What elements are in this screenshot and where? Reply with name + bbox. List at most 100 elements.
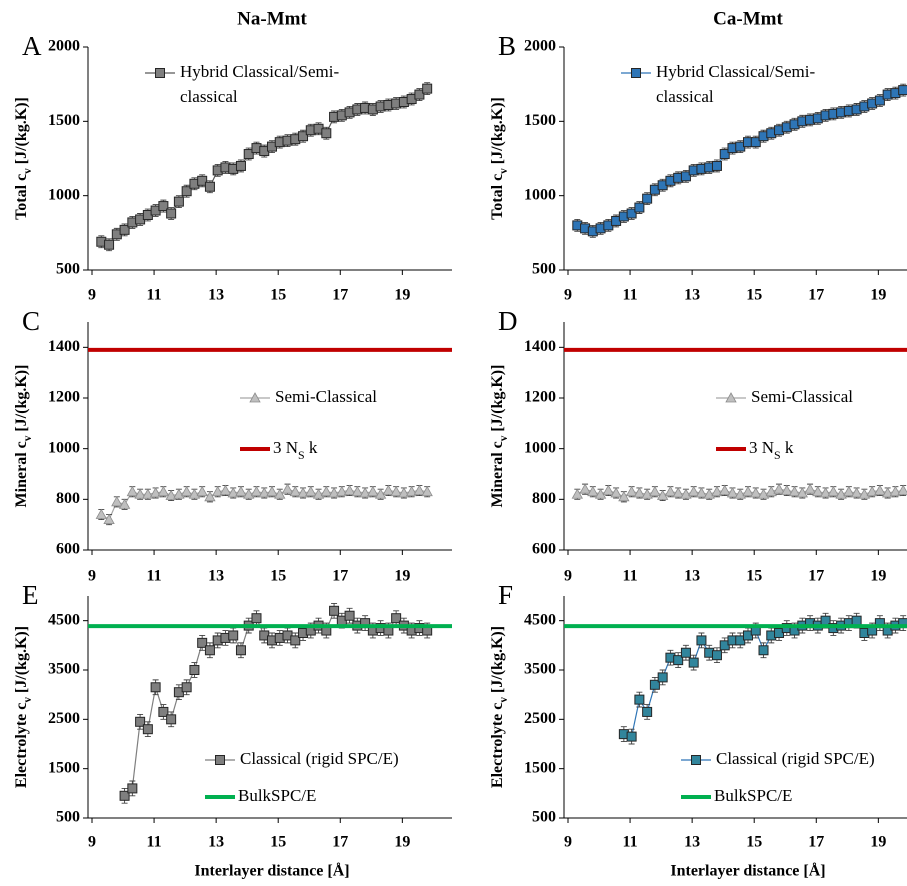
data-point — [305, 485, 317, 497]
data-point — [149, 487, 162, 498]
data-point — [742, 485, 754, 497]
x-tick-label: 11 — [147, 287, 162, 304]
data-point — [158, 201, 169, 212]
data-point — [119, 790, 130, 801]
y-axis-label-part: [J/(kg.K)] — [13, 626, 30, 697]
data-point — [351, 485, 364, 497]
data-point — [680, 647, 691, 658]
data-point — [634, 202, 645, 213]
panel-label: C — [22, 306, 40, 336]
x-tick-label: 11 — [623, 568, 638, 585]
data-point — [781, 484, 793, 495]
data-point — [656, 489, 669, 500]
x-tick-label: 19 — [870, 568, 886, 585]
x-axis-label: Interlayer distance [Å] — [194, 862, 349, 880]
y-axis-label-part: [J/(kg.K)] — [489, 97, 506, 168]
legend-marker — [215, 755, 225, 765]
data-point — [212, 485, 224, 497]
data-point — [610, 487, 622, 498]
data-point — [95, 508, 107, 519]
x-tick-label: 13 — [684, 834, 700, 851]
y-tick-label: 1500 — [48, 759, 80, 776]
data-point — [642, 706, 653, 717]
data-point — [374, 488, 387, 499]
panel-label: B — [498, 31, 516, 61]
panel-label: E — [22, 580, 39, 610]
data-point — [228, 630, 239, 641]
data-point — [297, 487, 309, 498]
data-point — [219, 484, 232, 495]
data-point — [290, 635, 301, 646]
y-axis-label-part: Mineral c — [13, 441, 30, 507]
y-axis-label: Electrolyte cv [J/(kg.K)] — [489, 626, 510, 788]
data-point — [173, 196, 184, 207]
legend-marker — [631, 68, 641, 78]
data-point — [390, 485, 402, 497]
legend-label: Classical (rigid SPC/E) — [716, 749, 875, 768]
data-point — [626, 208, 637, 219]
x-tick-label: 15 — [270, 568, 286, 585]
data-point — [250, 485, 263, 497]
data-point — [111, 496, 123, 507]
x-tick-label: 19 — [394, 287, 410, 304]
legend-label-part: S — [298, 448, 305, 462]
data-point — [680, 171, 691, 182]
data-point — [726, 487, 739, 498]
legend-label: BulkSPC/E — [714, 786, 792, 805]
data-point — [696, 635, 707, 646]
data-point — [235, 485, 247, 497]
x-tick-label: 15 — [746, 287, 762, 304]
panel-label: D — [498, 306, 518, 336]
data-point — [104, 239, 115, 250]
data-point — [672, 487, 684, 498]
y-axis-label: Mineral cv [J/(kg.K)] — [489, 365, 510, 508]
legend-marker — [249, 392, 261, 403]
data-point — [165, 489, 177, 500]
data-point — [758, 645, 769, 656]
data-point — [626, 731, 637, 742]
y-tick-label: 3500 — [48, 661, 80, 678]
y-axis-label-part: [J/(kg.K)] — [13, 97, 30, 168]
data-point — [843, 485, 855, 497]
x-tick-label: 13 — [208, 287, 224, 304]
data-point — [649, 485, 661, 497]
x-tick-label: 11 — [147, 568, 162, 585]
y-tick-label: 1000 — [524, 186, 556, 203]
x-tick-label: 17 — [808, 834, 824, 851]
y-tick-label: 4500 — [524, 611, 556, 628]
legend-marker — [155, 68, 165, 78]
legend-marker — [691, 755, 701, 765]
data-point — [711, 485, 723, 497]
data-point — [103, 513, 115, 524]
data-point — [134, 488, 146, 499]
y-axis-label-part: [J/(kg.K)] — [489, 365, 506, 436]
data-point — [711, 650, 722, 661]
x-tick-label: 19 — [870, 834, 886, 851]
data-point — [421, 485, 433, 497]
x-tick-label: 9 — [88, 568, 96, 585]
y-tick-label: 600 — [532, 541, 556, 558]
x-tick-label: 17 — [332, 287, 348, 304]
y-tick-label: 1000 — [524, 439, 556, 456]
data-point — [413, 484, 426, 495]
data-point — [719, 484, 731, 495]
data-point — [618, 490, 630, 502]
x-tick-label: 17 — [808, 287, 824, 304]
legend-label: Hybrid Classical/Semi- — [656, 62, 815, 81]
legend-label-part: k — [781, 438, 794, 457]
data-point — [227, 487, 239, 498]
y-tick-label: 1400 — [524, 338, 556, 355]
y-tick-label: 2000 — [48, 38, 80, 55]
data-point — [343, 484, 356, 495]
y-tick-label: 2500 — [524, 710, 556, 727]
data-point — [251, 613, 262, 624]
y-tick-label: 2500 — [48, 710, 80, 727]
data-point — [804, 483, 816, 494]
y-tick-label: 1500 — [524, 112, 556, 129]
data-point — [773, 483, 785, 494]
data-point — [142, 724, 153, 735]
data-point — [750, 487, 762, 498]
data-point — [664, 485, 677, 497]
x-tick-label: 15 — [746, 568, 762, 585]
data-point — [673, 655, 684, 666]
